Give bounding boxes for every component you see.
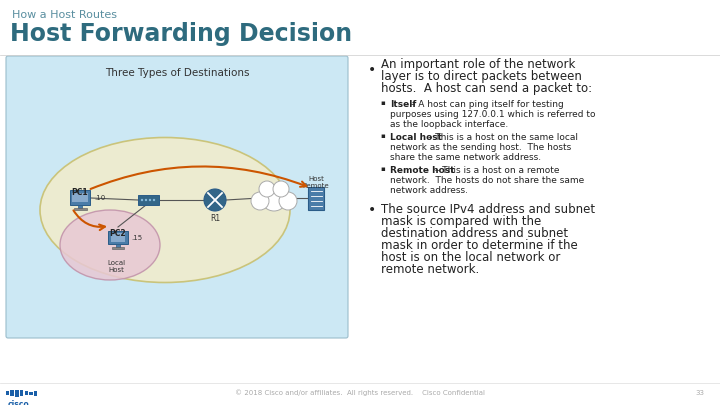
- Text: ▪: ▪: [380, 133, 384, 139]
- Circle shape: [251, 192, 269, 210]
- Circle shape: [153, 199, 156, 201]
- Text: © 2018 Cisco and/or affiliates.  All rights reserved.    Cisco Confidential: © 2018 Cisco and/or affiliates. All righ…: [235, 390, 485, 396]
- Text: purposes using 127.0.0.1 which is referred to: purposes using 127.0.0.1 which is referr…: [390, 110, 595, 119]
- Text: ▪: ▪: [380, 166, 384, 172]
- Text: PC1: PC1: [72, 188, 89, 197]
- Bar: [34, 390, 37, 396]
- Text: .10: .10: [94, 195, 106, 201]
- Text: Itself: Itself: [390, 100, 416, 109]
- Bar: [116, 244, 120, 247]
- Circle shape: [141, 199, 143, 201]
- Text: network.  The hosts do not share the same: network. The hosts do not share the same: [390, 176, 584, 185]
- Text: ▪: ▪: [380, 100, 384, 106]
- Circle shape: [261, 185, 287, 211]
- FancyBboxPatch shape: [109, 231, 127, 244]
- Bar: [24, 391, 28, 395]
- Bar: [15, 390, 19, 396]
- Text: share the same network address.: share the same network address.: [390, 153, 541, 162]
- Text: •: •: [368, 203, 377, 217]
- Text: destination address and subnet: destination address and subnet: [381, 227, 568, 240]
- Ellipse shape: [60, 210, 160, 280]
- Text: How a Host Routes: How a Host Routes: [12, 10, 117, 20]
- Text: network address.: network address.: [390, 186, 468, 195]
- Text: as the loopback interface.: as the loopback interface.: [390, 120, 508, 129]
- Bar: [11, 390, 14, 396]
- Text: •: •: [368, 63, 377, 77]
- Bar: [73, 208, 86, 210]
- Bar: [78, 205, 82, 209]
- Bar: [112, 247, 124, 249]
- Text: – A host can ping itself for testing: – A host can ping itself for testing: [408, 100, 564, 109]
- Text: Host Forwarding Decision: Host Forwarding Decision: [10, 22, 352, 46]
- Text: Three Types of Destinations: Three Types of Destinations: [104, 68, 249, 78]
- Text: Local host: Local host: [390, 133, 442, 142]
- Ellipse shape: [40, 138, 290, 283]
- Circle shape: [279, 192, 297, 210]
- Circle shape: [149, 199, 151, 201]
- Text: 33: 33: [696, 390, 704, 396]
- Text: Remote host: Remote host: [390, 166, 454, 175]
- Text: host is on the local network or: host is on the local network or: [381, 251, 560, 264]
- FancyBboxPatch shape: [138, 195, 158, 205]
- Bar: [6, 391, 9, 395]
- Text: R1: R1: [210, 214, 220, 223]
- FancyBboxPatch shape: [6, 56, 348, 338]
- Text: hosts.  A host can send a packet to:: hosts. A host can send a packet to:: [381, 82, 592, 95]
- Circle shape: [204, 189, 226, 211]
- Text: – This is a host on the same local: – This is a host on the same local: [425, 133, 578, 142]
- FancyBboxPatch shape: [70, 190, 91, 205]
- Text: mask is compared with the: mask is compared with the: [381, 215, 541, 228]
- Text: Remote: Remote: [302, 183, 329, 189]
- Text: remote network.: remote network.: [381, 263, 480, 276]
- Bar: [30, 392, 32, 394]
- Text: – This is a host on a remote: – This is a host on a remote: [432, 166, 559, 175]
- Circle shape: [273, 181, 289, 197]
- Circle shape: [259, 181, 275, 197]
- Circle shape: [145, 199, 147, 201]
- Text: Local
Host: Local Host: [107, 260, 125, 273]
- Text: .15: .15: [131, 235, 143, 241]
- Text: The source IPv4 address and subnet: The source IPv4 address and subnet: [381, 203, 595, 216]
- Text: layer is to direct packets between: layer is to direct packets between: [381, 70, 582, 83]
- Text: network as the sending host.  The hosts: network as the sending host. The hosts: [390, 143, 571, 152]
- FancyBboxPatch shape: [308, 186, 324, 209]
- Bar: [111, 233, 125, 242]
- Bar: [72, 193, 88, 202]
- Text: An important role of the network: An important role of the network: [381, 58, 575, 71]
- Text: mask in order to determine if the: mask in order to determine if the: [381, 239, 577, 252]
- Text: Host: Host: [308, 176, 324, 182]
- Text: cisco: cisco: [7, 400, 29, 405]
- Bar: [20, 390, 23, 396]
- Text: PC2: PC2: [109, 229, 126, 238]
